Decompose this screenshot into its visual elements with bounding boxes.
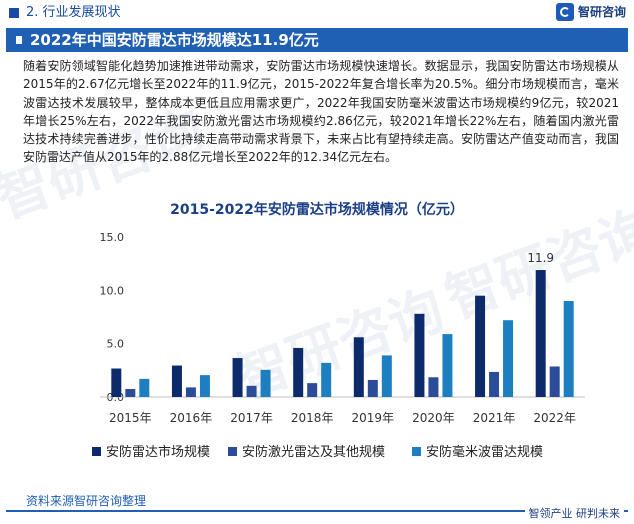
legend-label: 安防雷达市场规模 — [106, 444, 210, 460]
bar-3 — [503, 320, 514, 397]
bar-2 — [367, 379, 378, 397]
x-tick-label: 2022年 — [533, 411, 576, 425]
bar-2 — [489, 371, 500, 397]
x-tick-label: 2017年 — [230, 411, 273, 425]
bar-3 — [442, 334, 453, 397]
y-tick-label: 5.0 — [107, 338, 125, 351]
y-tick-label: 10.0 — [100, 284, 125, 297]
top-header: 2. 行业发展现状 智研咨询 — [0, 0, 634, 26]
x-tick-label: 2020年 — [412, 411, 455, 425]
bar-1 — [293, 347, 304, 397]
bar-1 — [232, 358, 243, 397]
bar-1 — [111, 368, 122, 397]
body-paragraph: 随着安防领域智能化趋势加速推进带动需求，安防雷达市场规模快速增长。数据显示，我国… — [23, 59, 619, 165]
brand-name: 智研咨询 — [577, 5, 626, 19]
legend-swatch-1 — [92, 447, 101, 456]
bar-2 — [125, 389, 136, 397]
bar-3 — [260, 369, 271, 397]
x-tick-label: 2015年 — [109, 411, 152, 425]
legend-swatch-3 — [412, 447, 421, 456]
banner-title: 2022年中国安防雷达市场规模达11.9亿元 — [30, 31, 319, 49]
legend-label: 安防激光雷达及其他规模 — [242, 444, 385, 460]
footer-divider — [6, 510, 628, 512]
bar-2 — [307, 383, 318, 397]
bar-3 — [321, 362, 332, 397]
bar-2 — [185, 387, 196, 397]
banner-accent-icon — [16, 36, 22, 44]
bar-1 — [535, 270, 546, 397]
bar-3 — [139, 378, 150, 397]
bar-1 — [353, 337, 364, 397]
legend-label: 安防毫米波雷达规模 — [426, 444, 543, 460]
source-note: 资料来源智研咨询整理 — [26, 494, 147, 508]
bar-3 — [563, 301, 574, 397]
brand: 智研咨询 — [555, 3, 626, 21]
chart-title: 2015-2022年安防雷达市场规模情况（亿元） — [170, 202, 464, 218]
x-tick-label: 2018年 — [291, 411, 334, 425]
data-label: 11.9 — [527, 251, 554, 265]
bar-2 — [246, 385, 257, 397]
x-tick-label: 2019年 — [352, 411, 395, 425]
section-square-icon — [9, 8, 19, 18]
bar-3 — [199, 375, 210, 397]
x-tick-label: 2021年 — [473, 411, 516, 425]
slogan: 智领产业 研判未来 — [524, 505, 624, 521]
section-title: 2. 行业发展现状 — [26, 5, 121, 20]
bar-1 — [414, 313, 425, 397]
brand-logo-icon — [555, 3, 574, 21]
y-tick-label: 15.0 — [100, 231, 125, 244]
legend-swatch-2 — [228, 447, 237, 456]
bar-1 — [171, 365, 182, 397]
bar-3 — [381, 355, 392, 397]
title-banner: 2022年中国安防雷达市场规模达11.9亿元 — [6, 28, 628, 52]
bar-2 — [549, 366, 560, 397]
bar-1 — [475, 295, 486, 397]
bar-2 — [428, 377, 439, 397]
x-tick-label: 2016年 — [170, 411, 213, 425]
